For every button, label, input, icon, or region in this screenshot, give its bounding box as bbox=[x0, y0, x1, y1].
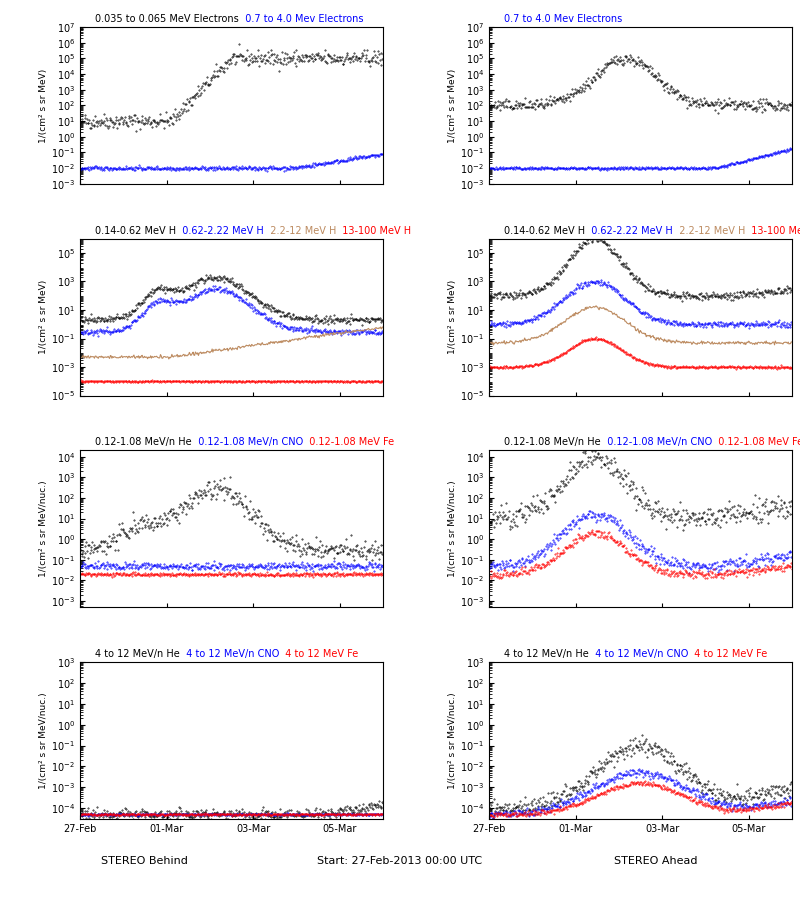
Text: STEREO Behind: STEREO Behind bbox=[101, 856, 187, 866]
Text: 4 to 12 MeV Fe: 4 to 12 MeV Fe bbox=[279, 649, 358, 659]
Text: 0.62-2.22 MeV H: 0.62-2.22 MeV H bbox=[586, 226, 673, 236]
Text: 0.14-0.62 MeV H: 0.14-0.62 MeV H bbox=[95, 226, 176, 236]
Text: 0.12-1.08 MeV/n CNO: 0.12-1.08 MeV/n CNO bbox=[601, 437, 712, 447]
Y-axis label: 1/(cm² s sr MeV/nuc.): 1/(cm² s sr MeV/nuc.) bbox=[39, 692, 48, 789]
Y-axis label: 1/(cm² s sr MeV): 1/(cm² s sr MeV) bbox=[39, 68, 48, 142]
Text: 2.2-12 MeV H: 2.2-12 MeV H bbox=[264, 226, 336, 236]
Y-axis label: 1/(cm² s sr MeV): 1/(cm² s sr MeV) bbox=[39, 280, 48, 355]
Text: 4 to 12 MeV/n CNO: 4 to 12 MeV/n CNO bbox=[589, 649, 688, 659]
Text: 0.035 to 0.065 MeV Electrons: 0.035 to 0.065 MeV Electrons bbox=[95, 14, 239, 24]
Text: 0.62-2.22 MeV H: 0.62-2.22 MeV H bbox=[176, 226, 264, 236]
Text: 0.7 to 4.0 Mev Electrons: 0.7 to 4.0 Mev Electrons bbox=[504, 14, 622, 24]
Text: 4 to 12 MeV Fe: 4 to 12 MeV Fe bbox=[688, 649, 767, 659]
Y-axis label: 1/(cm² s sr MeV): 1/(cm² s sr MeV) bbox=[448, 68, 458, 142]
Text: 0.12-1.08 MeV/n He: 0.12-1.08 MeV/n He bbox=[504, 437, 601, 447]
Text: 4 to 12 MeV/n He: 4 to 12 MeV/n He bbox=[504, 649, 589, 659]
Text: 4 to 12 MeV/n CNO: 4 to 12 MeV/n CNO bbox=[180, 649, 279, 659]
Text: 13-100 MeV H: 13-100 MeV H bbox=[336, 226, 411, 236]
Y-axis label: 1/(cm² s sr MeV/nuc.): 1/(cm² s sr MeV/nuc.) bbox=[448, 692, 457, 789]
Y-axis label: 1/(cm² s sr MeV/nuc.): 1/(cm² s sr MeV/nuc.) bbox=[39, 481, 48, 577]
Text: 0.7 to 4.0 Mev Electrons: 0.7 to 4.0 Mev Electrons bbox=[239, 14, 363, 24]
Text: 0.14-0.62 MeV H: 0.14-0.62 MeV H bbox=[504, 226, 586, 236]
Y-axis label: 1/(cm² s sr MeV): 1/(cm² s sr MeV) bbox=[448, 280, 458, 355]
Text: STEREO Ahead: STEREO Ahead bbox=[614, 856, 698, 866]
Text: 0.12-1.08 MeV Fe: 0.12-1.08 MeV Fe bbox=[712, 437, 800, 447]
Text: 2.2-12 MeV H: 2.2-12 MeV H bbox=[673, 226, 746, 236]
Text: 13-100 MeV H: 13-100 MeV H bbox=[746, 226, 800, 236]
Text: 0.12-1.08 MeV/n CNO: 0.12-1.08 MeV/n CNO bbox=[192, 437, 303, 447]
Text: Start: 27-Feb-2013 00:00 UTC: Start: 27-Feb-2013 00:00 UTC bbox=[318, 856, 482, 866]
Text: 0.12-1.08 MeV Fe: 0.12-1.08 MeV Fe bbox=[303, 437, 394, 447]
Text: 4 to 12 MeV/n He: 4 to 12 MeV/n He bbox=[95, 649, 180, 659]
Y-axis label: 1/(cm² s sr MeV/nuc.): 1/(cm² s sr MeV/nuc.) bbox=[448, 481, 458, 577]
Text: 0.12-1.08 MeV/n He: 0.12-1.08 MeV/n He bbox=[95, 437, 192, 447]
